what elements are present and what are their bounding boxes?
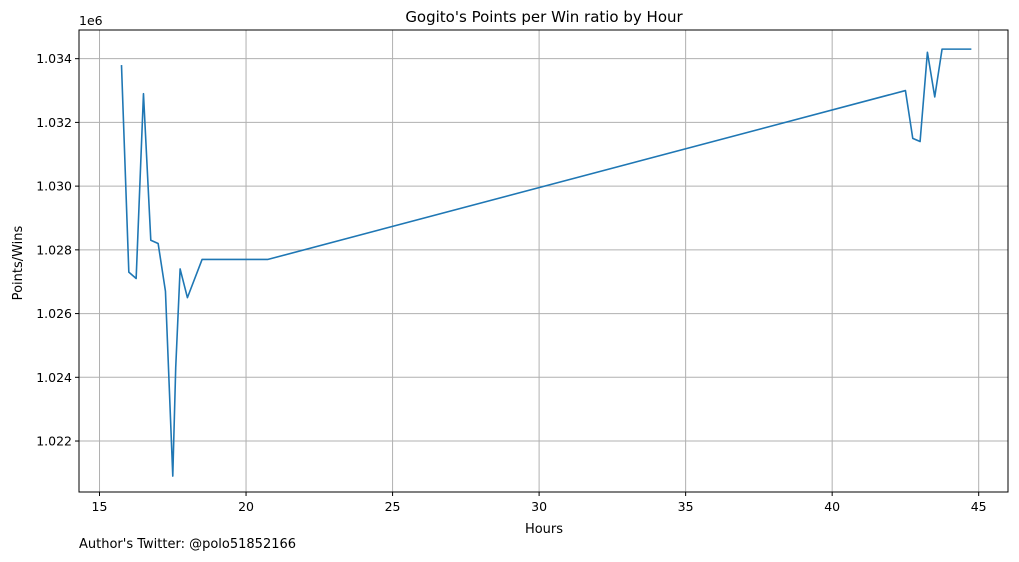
- y-axis-label: Points/Wins: [11, 225, 26, 300]
- x-tick-label: 25: [385, 499, 401, 514]
- y-tick-label: 1.022: [36, 434, 72, 449]
- x-tick-label: 40: [824, 499, 840, 514]
- y-offset-label: 1e6: [79, 13, 103, 28]
- x-tick-label: 20: [238, 499, 254, 514]
- chart-title: Gogito's Points per Win ratio by Hour: [405, 8, 683, 26]
- x-tick-label: 15: [92, 499, 108, 514]
- y-tick-label: 1.028: [36, 242, 72, 257]
- y-tick-label: 1.024: [36, 370, 72, 385]
- y-tick-label: 1.034: [36, 51, 72, 66]
- x-axis-label: Hours: [525, 522, 563, 537]
- x-tick-label: 45: [971, 499, 987, 514]
- gridlines: [79, 30, 1008, 492]
- plot-frame: [78, 29, 1009, 493]
- ticks: 15 20 25 30 35 40 45 1.022 1.024 1.026 1.028 1.030 1…: [36, 51, 986, 514]
- y-tick-label: 1.026: [36, 306, 72, 321]
- y-tick-label: 1.030: [36, 179, 72, 194]
- series-layer: [120, 48, 972, 477]
- series-line: [120, 48, 972, 477]
- x-tick-label: 30: [531, 499, 547, 514]
- y-tick-label: 1.032: [36, 115, 72, 130]
- x-tick-label: 35: [678, 499, 694, 514]
- author-footer: Author's Twitter: @polo51852166: [79, 537, 297, 552]
